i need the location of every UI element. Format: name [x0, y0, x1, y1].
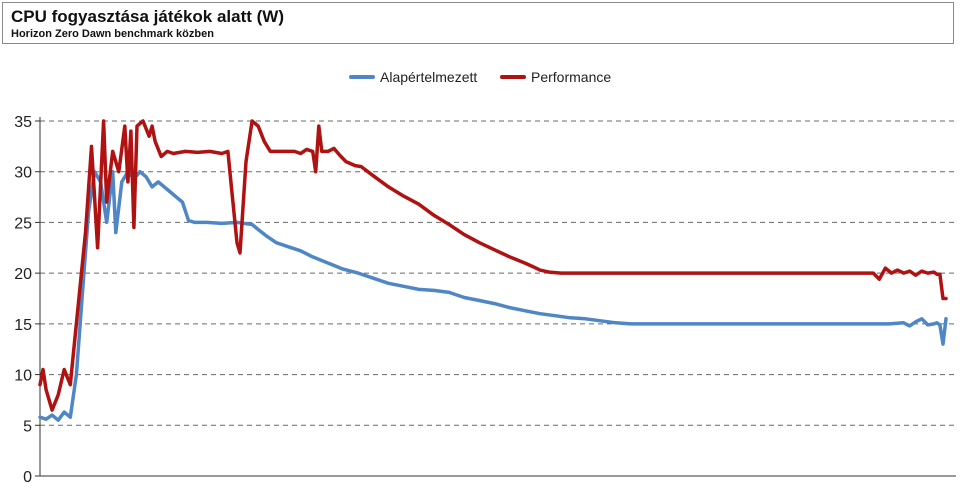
y-tick-label: 10	[14, 368, 32, 385]
legend: Alapértelmezett Performance	[349, 69, 611, 85]
axes	[39, 117, 956, 477]
chart-header: CPU fogyasztása játékok alatt (W) Horizo…	[2, 2, 954, 44]
y-tick-label: 25	[14, 215, 32, 232]
gridlines	[35, 120, 956, 477]
legend-label-1: Alapértelmezett	[380, 69, 477, 85]
y-tick-label: 0	[23, 469, 32, 486]
series-line-2	[38, 119, 948, 412]
legend-label-2: Performance	[531, 69, 611, 85]
y-tick-label: 15	[14, 317, 32, 334]
chart-subtitle: Horizon Zero Dawn benchmark közben	[11, 28, 214, 40]
y-tick-label: 35	[14, 114, 32, 131]
y-tick-label: 20	[14, 266, 32, 283]
series-line-1	[38, 169, 948, 422]
y-tick-labels: 0 5 10 15 20 25 30 35	[14, 114, 32, 486]
y-tick-label: 5	[23, 418, 32, 435]
y-tick-label: 30	[14, 165, 32, 182]
series-lines	[38, 119, 948, 422]
chart-title: CPU fogyasztása játékok alatt (W)	[11, 7, 285, 26]
